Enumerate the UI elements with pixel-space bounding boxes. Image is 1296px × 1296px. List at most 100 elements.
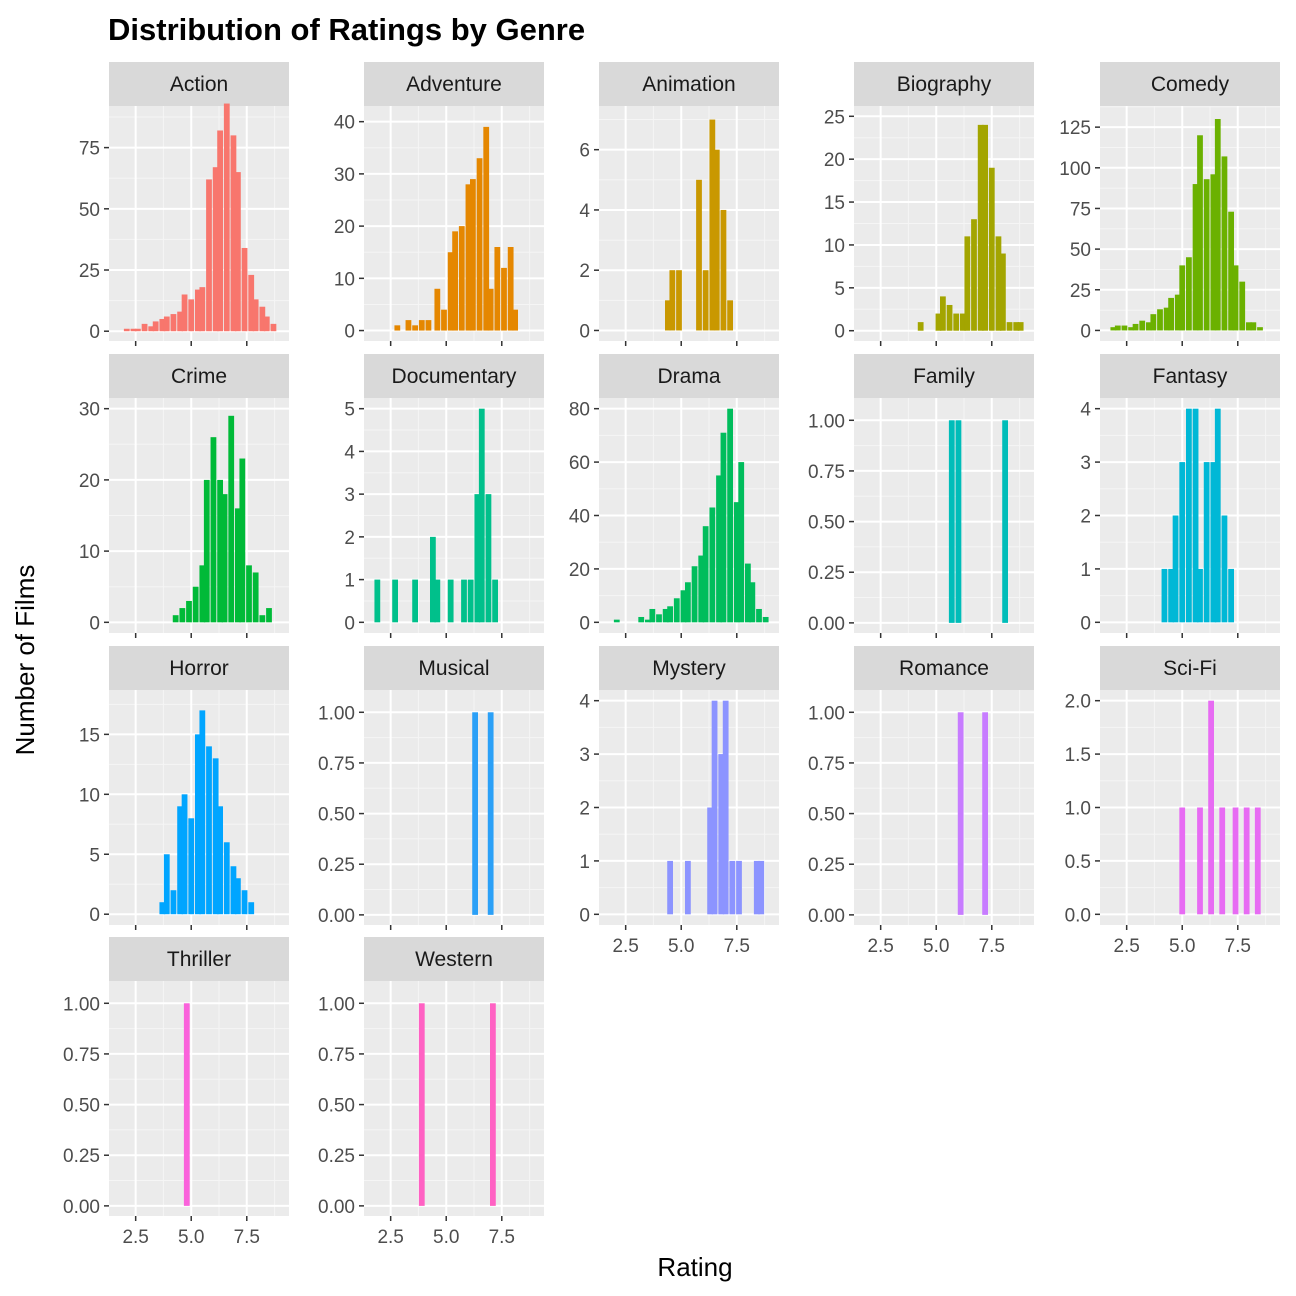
histogram-bar-adventure [418, 320, 425, 331]
histogram-bar-comedy [1114, 325, 1121, 331]
facet-strip-crime [109, 354, 289, 398]
histogram-bar-action [212, 167, 219, 332]
facet-strip-label-romance: Romance [899, 657, 989, 680]
y-tick-label: 0.25 [318, 855, 355, 876]
facet-strip-label-horror: Horror [169, 657, 229, 680]
y-tick-label: 10 [79, 542, 100, 563]
y-tick-label: 0 [89, 613, 100, 634]
histogram-bar-musical [472, 712, 478, 915]
histogram-bar-drama [662, 608, 669, 623]
histogram-bar-crime [221, 494, 228, 623]
y-tick-label: 1 [579, 852, 590, 873]
histogram-bar-fantasy [1168, 568, 1174, 623]
facet-horror: Horror 0 5 10 15 [79, 646, 289, 930]
histogram-bar-drama [680, 590, 687, 623]
histogram-bar-comedy [1192, 184, 1199, 331]
histogram-bar-fantasy [1161, 568, 1168, 623]
y-tick-label: 10 [79, 785, 100, 806]
histogram-bar-adventure [483, 126, 490, 331]
y-tick-label: 1 [344, 571, 355, 592]
histogram-bar-comedy [1210, 174, 1217, 331]
histogram-bar-documentary [434, 579, 441, 623]
histogram-bar-adventure [447, 252, 454, 331]
y-tick-label: 1.00 [318, 994, 355, 1015]
y-tick-label: 20 [79, 471, 100, 492]
facet-strip-label-drama: Drama [657, 365, 720, 388]
y-tick-label: 20 [334, 217, 355, 238]
histogram-bar-drama [727, 408, 733, 623]
y-tick-label: 50 [1070, 240, 1091, 261]
histogram-bar-horror [170, 890, 177, 915]
histogram-bar-drama [749, 582, 756, 623]
histogram-bar-crime [266, 608, 272, 623]
histogram-bar-biography [1006, 322, 1013, 331]
histogram-bar-mystery [722, 700, 729, 915]
y-tick-label: 2 [579, 799, 590, 820]
histogram-bar-comedy [1203, 179, 1210, 331]
y-tick-label: 0.50 [808, 805, 845, 826]
histogram-bar-drama [649, 608, 656, 623]
histogram-bar-documentary [492, 579, 498, 623]
facet-strip-fantasy [1100, 354, 1280, 398]
histogram-bar-comedy [1150, 314, 1157, 331]
histogram-bar-animation [713, 149, 720, 331]
facet-strip-drama [599, 354, 779, 398]
histogram-bar-action [241, 247, 248, 332]
histogram-bar-drama [738, 462, 745, 623]
histogram-bar-action [217, 130, 223, 332]
histogram-bar-horror [230, 866, 237, 915]
histogram-bar-action [270, 323, 277, 332]
histogram-bar-mystery [736, 860, 742, 915]
histogram-bar-musical [487, 712, 494, 915]
facet-strip-documentary [364, 354, 544, 398]
y-tick-label: 4 [344, 442, 355, 463]
histogram-bar-drama [709, 507, 716, 623]
histogram-bar-sci-fi [1197, 807, 1203, 915]
histogram-bar-horror [195, 734, 201, 915]
y-tick-label: 2 [344, 528, 355, 549]
facet-strip-label-animation: Animation [642, 73, 735, 96]
histogram-bar-action [148, 326, 155, 332]
y-tick-label: 30 [334, 165, 355, 186]
facet-strip-label-thriller: Thriller [167, 948, 231, 971]
facet-thriller: Thriller 0.00 0.25 0.50 0.75 1.00 2.5 5.0 7.5 [63, 937, 289, 1248]
y-axis-title: Number of Films [10, 565, 40, 756]
facet-strip-comedy [1100, 62, 1280, 106]
histogram-bar-action [123, 328, 130, 332]
y-tick-label: 3 [1080, 453, 1091, 474]
y-tick-label: 1.00 [63, 994, 100, 1015]
histogram-bar-adventure [412, 325, 418, 331]
histogram-bar-action [135, 328, 141, 332]
histogram-bar-action [152, 321, 159, 332]
y-tick-label: 0 [344, 322, 355, 343]
histogram-bar-fantasy [1214, 408, 1221, 623]
histogram-bar-fantasy [1179, 462, 1186, 623]
facet-fantasy: Fantasy 0 1 2 3 4 [1080, 354, 1280, 638]
histogram-bar-comedy [1121, 325, 1128, 331]
histogram-bar-horror [248, 902, 255, 915]
facet-strip-label-comedy: Comedy [1151, 73, 1230, 96]
histogram-bar-sci-fi [1254, 807, 1261, 915]
histogram-bar-action [141, 323, 148, 332]
histogram-bar-drama [756, 608, 762, 623]
histogram-bar-drama [613, 619, 620, 623]
x-tick-label: 2.5 [122, 1227, 148, 1248]
histogram-bar-comedy [1174, 294, 1181, 331]
histogram-bar-biography [1013, 322, 1020, 331]
histogram-bar-action [206, 179, 212, 332]
histogram-bar-crime [192, 586, 199, 623]
histogram-bar-crime [186, 600, 192, 623]
facet-strip-label-documentary: Documentary [392, 365, 517, 388]
histogram-bar-sci-fi [1208, 700, 1214, 915]
x-tick-label: 2.5 [1113, 936, 1139, 957]
histogram-bar-biography [964, 236, 971, 331]
facet-strip-western [364, 937, 544, 981]
y-tick-label: 0 [89, 905, 100, 926]
histogram-bar-comedy [1139, 320, 1146, 331]
facet-panel-musical [364, 690, 544, 925]
histogram-bar-documentary [392, 579, 398, 623]
histogram-bar-mystery [685, 860, 691, 915]
facet-strip-label-family: Family [913, 365, 975, 388]
histogram-bar-adventure [452, 231, 458, 331]
facet-action: Action 0 25 50 75 [79, 62, 289, 346]
